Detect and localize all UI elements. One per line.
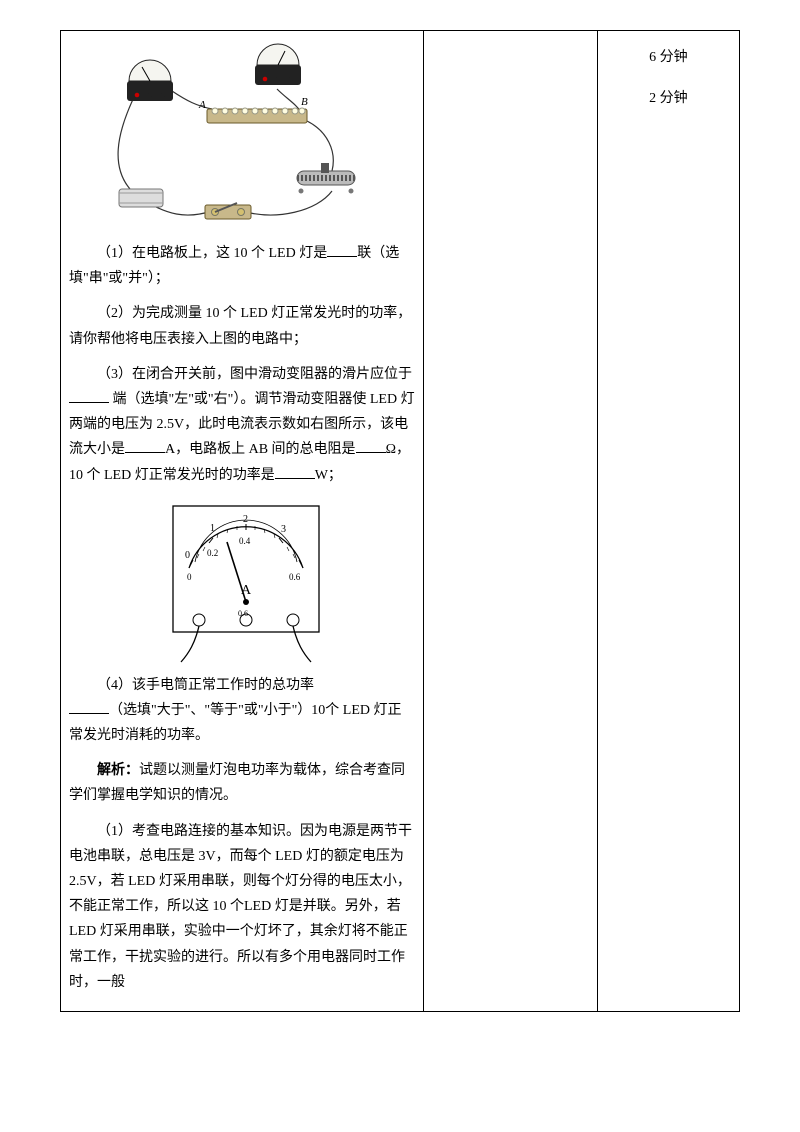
svg-text:B: B xyxy=(301,96,308,108)
svg-text:1: 1 xyxy=(210,523,215,534)
q1-a: （1）在电路板上，这 10 个 LED 灯是 xyxy=(97,246,327,261)
q1-blank xyxy=(327,242,357,257)
q4-blank xyxy=(69,699,109,714)
q3-e: W； xyxy=(315,468,342,483)
svg-text:0.6: 0.6 xyxy=(238,609,248,618)
svg-text:0.6: 0.6 xyxy=(289,572,301,582)
q2-text: （2）为完成测量 10 个 LED 灯正常发光时的功率，请你帮他将电压表接入上图… xyxy=(69,301,415,351)
q3-c: A，电路板上 AB 间的总电阻是 xyxy=(165,442,356,457)
svg-text:2: 2 xyxy=(243,514,248,525)
layout-table: A B xyxy=(60,30,740,1012)
q3-blank2 xyxy=(125,438,165,453)
q3-text: （3）在闭合开关前，图中滑动变阻器的滑片应位于 端（选填"左"或"右"）。调节滑… xyxy=(69,362,415,488)
q4-text: （4）该手电筒正常工作时的总功率 （选填"大于"、"等于"或"小于"）10个 L… xyxy=(69,673,415,749)
svg-text:3: 3 xyxy=(281,524,286,535)
analysis-text: 解析：试题以测量灯泡电功率为载体，综合考查同学们掌握电学知识的情况。 xyxy=(69,758,415,808)
svg-text:0.2: 0.2 xyxy=(207,548,218,558)
content-cell: A B xyxy=(61,31,424,1012)
mid-cell xyxy=(424,31,598,1012)
q3-blank1 xyxy=(69,388,109,403)
page: A B xyxy=(0,0,800,1132)
time-stack: 6 分钟 2 分钟 xyxy=(606,37,731,119)
svg-text:0.4: 0.4 xyxy=(239,536,251,546)
q3-blank3 xyxy=(356,438,386,453)
ammeter-diagram: 0 1 2 3 0 0.2 0.4 0.6 A xyxy=(77,498,415,663)
svg-text:0: 0 xyxy=(187,572,192,582)
expl1-text: （1）考查电路连接的基本知识。因为电源是两节干电池串联，总电压是 3V，而每个 … xyxy=(69,819,415,995)
svg-text:A: A xyxy=(198,99,206,111)
q4-a: （4）该手电筒正常工作时的总功率 xyxy=(97,678,314,693)
svg-text:A: A xyxy=(241,583,252,598)
circuit-svg: A B xyxy=(77,41,377,231)
time-2: 2 分钟 xyxy=(649,78,688,119)
time-1: 6 分钟 xyxy=(649,37,688,78)
q4-b: （选填"大于"、"等于"或"小于"）10个 LED 灯正常发光时消耗的功率。 xyxy=(69,703,402,743)
q3-blank4 xyxy=(275,464,315,479)
q1-text: （1）在电路板上，这 10 个 LED 灯是联（选填"串"或"并"）； xyxy=(69,241,415,291)
ammeter-svg: 0 1 2 3 0 0.2 0.4 0.6 A xyxy=(161,498,331,663)
svg-text:0: 0 xyxy=(185,550,190,561)
analysis-label: 解析： xyxy=(97,763,139,778)
time-cell: 6 分钟 2 分钟 xyxy=(597,31,739,1012)
q3-a: （3）在闭合开关前，图中滑动变阻器的滑片应位于 xyxy=(97,367,412,382)
circuit-diagram: A B xyxy=(77,41,415,231)
